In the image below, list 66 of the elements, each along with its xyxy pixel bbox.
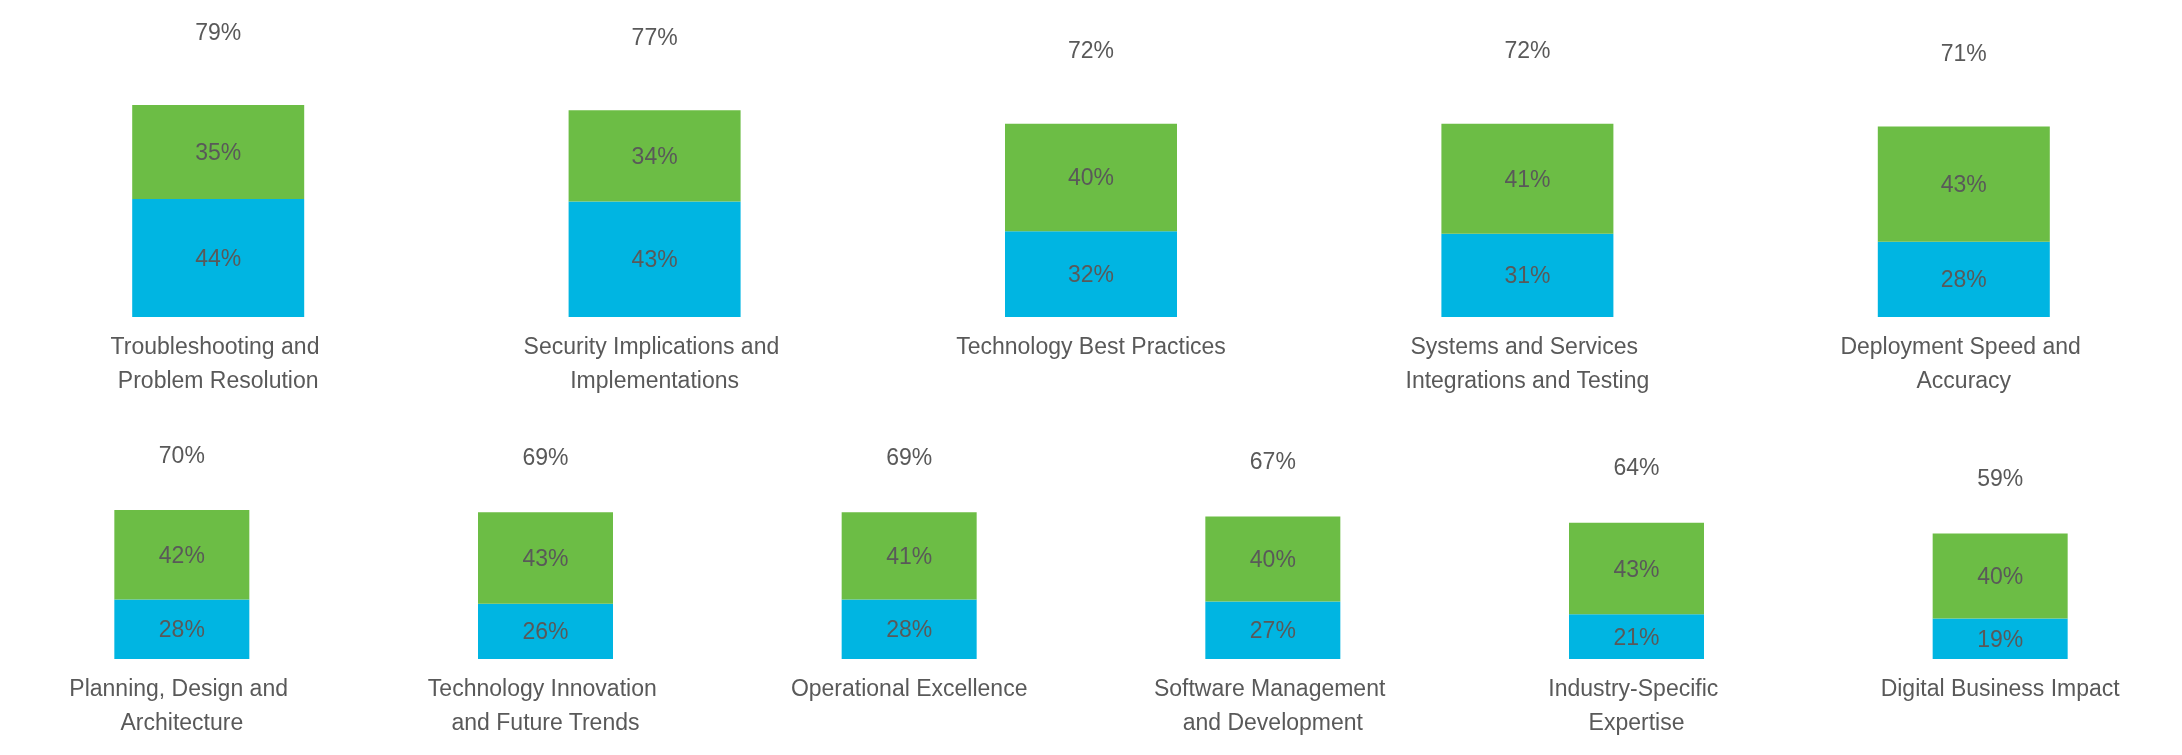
data-label: 41% [1504, 165, 1551, 192]
data-label: 43% [631, 246, 678, 273]
data-label: 27% [1249, 617, 1296, 644]
data-label: 35% [195, 138, 242, 165]
x-tick-label: Security Implications and Implementations [523, 333, 786, 393]
total-label: 64% [1613, 454, 1660, 481]
total-label: 69% [886, 443, 933, 470]
total-label: 67% [1249, 447, 1296, 474]
data-label: 19% [1977, 625, 2024, 652]
data-label: 32% [1067, 261, 1115, 288]
data-label: 42% [158, 541, 205, 568]
bar [1569, 614, 1704, 659]
total-label: 79% [195, 18, 242, 45]
bar [1877, 126, 2050, 242]
bar [1441, 233, 1614, 317]
total-label: 72% [1067, 37, 1115, 64]
data-label: 40% [1977, 562, 2024, 589]
bar [1205, 516, 1341, 602]
bar [132, 198, 305, 317]
x-tick-label: Industry-Specific Expertise [1548, 675, 1725, 735]
data-label: 21% [1613, 623, 1660, 650]
data-label: 28% [886, 616, 933, 643]
bar [1441, 123, 1614, 234]
bar [568, 201, 741, 317]
data-label: 31% [1504, 262, 1551, 289]
x-tick-label: Planning, Design and Architecture [69, 675, 295, 735]
bar [568, 110, 741, 202]
bar [478, 603, 613, 659]
bar [478, 512, 613, 604]
bar [1205, 601, 1341, 659]
total-label: 59% [1977, 464, 2024, 491]
data-label: 40% [1249, 545, 1296, 572]
x-tick-label: Technology Innovation and Future Trends [427, 675, 664, 735]
bar [1932, 618, 2068, 659]
data-label: 43% [1613, 555, 1660, 582]
data-label: 28% [1940, 266, 1987, 293]
data-label: 43% [1940, 171, 1987, 198]
bar [1932, 533, 2068, 619]
bar [1877, 241, 2050, 317]
bar [1569, 522, 1704, 615]
data-label: 40% [1067, 164, 1115, 191]
total-label: 70% [158, 441, 205, 468]
x-tick-label: Software Management and Development [1153, 675, 1392, 735]
bar [841, 599, 977, 659]
bar [114, 599, 250, 659]
bar [1005, 231, 1177, 317]
x-tick-label: Operational Excellence [790, 675, 1028, 701]
bar [114, 510, 250, 600]
x-tick-label: Systems and Services Integrations and Testing [1405, 333, 1650, 393]
x-tick-label: Deployment Speed and Accuracy [1840, 333, 2088, 393]
total-label: 72% [1504, 37, 1551, 64]
data-label: 28% [158, 616, 205, 643]
bar [132, 105, 305, 199]
total-label: 77% [631, 23, 678, 50]
data-label: 26% [522, 618, 569, 645]
bar [841, 512, 977, 600]
x-tick-label: Digital Business Impact [1880, 675, 2121, 701]
data-label: 41% [886, 542, 933, 569]
x-tick-label: Troubleshooting and Problem Resolution [110, 333, 326, 393]
total-label: 71% [1940, 39, 1987, 66]
data-label: 43% [522, 544, 569, 571]
total-label: 69% [522, 443, 569, 470]
x-tick-label: Technology Best Practices [956, 333, 1226, 359]
data-label: 44% [195, 244, 242, 271]
data-label: 34% [631, 142, 678, 169]
bar [1005, 123, 1177, 232]
